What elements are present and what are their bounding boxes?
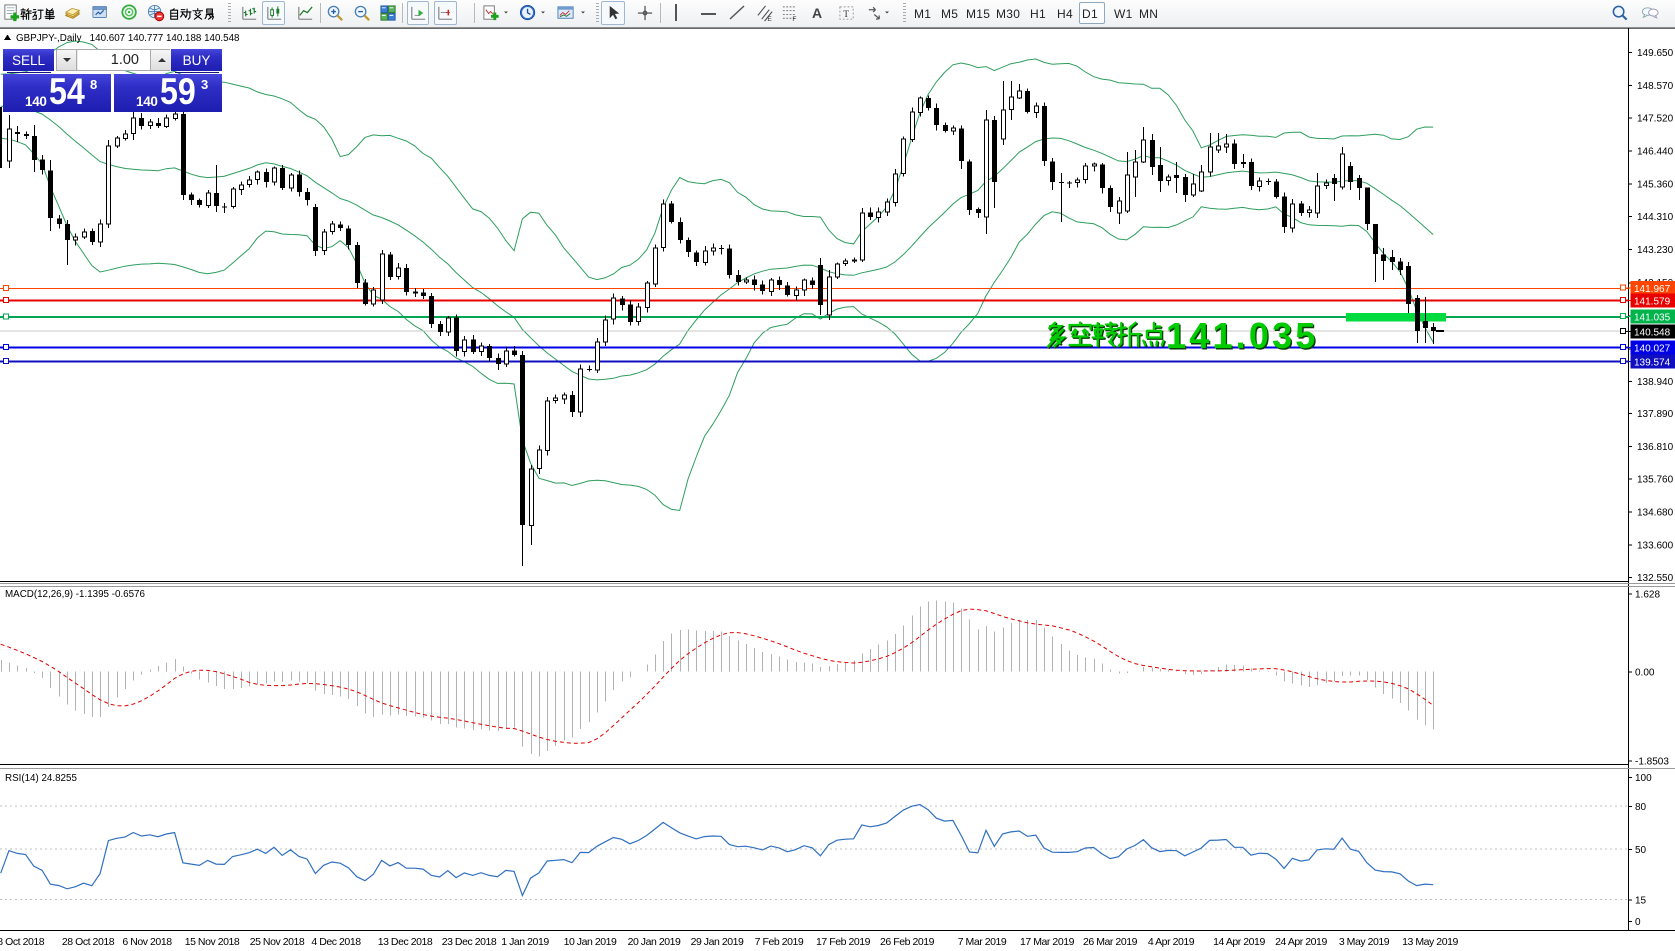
svg-text:132.550: 132.550 [1637, 573, 1674, 584]
svg-text:1.628: 1.628 [1635, 589, 1660, 600]
svg-text:17 Feb 2019: 17 Feb 2019 [816, 936, 871, 948]
svg-text:139.574: 139.574 [1634, 358, 1671, 369]
svg-text:29 Jan 2019: 29 Jan 2019 [691, 936, 744, 948]
svg-text:T: T [843, 10, 849, 20]
svg-text:144.310: 144.310 [1637, 212, 1674, 223]
svg-text:18 Oct 2018: 18 Oct 2018 [0, 936, 45, 948]
svg-text:-1.8503: -1.8503 [1635, 756, 1669, 767]
svg-text:133.600: 133.600 [1637, 541, 1674, 552]
svg-text:24 Apr 2019: 24 Apr 2019 [1275, 936, 1327, 948]
svg-text:RSI(14) 24.8255: RSI(14) 24.8255 [5, 773, 77, 784]
svg-text:137.890: 137.890 [1637, 409, 1674, 420]
svg-text:26 Mar 2019: 26 Mar 2019 [1083, 936, 1138, 948]
svg-text:7 Feb 2019: 7 Feb 2019 [755, 936, 804, 948]
svg-text:149.650: 149.650 [1637, 48, 1674, 59]
svg-text:1 Jan 2019: 1 Jan 2019 [501, 936, 549, 948]
svg-text:147.520: 147.520 [1637, 113, 1674, 124]
svg-text:20 Jan 2019: 20 Jan 2019 [628, 936, 681, 948]
svg-text:13 Dec 2018: 13 Dec 2018 [378, 936, 433, 948]
svg-text:4 Dec 2018: 4 Dec 2018 [311, 936, 361, 948]
svg-text:F: F [792, 16, 796, 23]
svg-text:6 Nov 2018: 6 Nov 2018 [122, 936, 172, 948]
svg-text:3 May 2019: 3 May 2019 [1339, 936, 1390, 948]
svg-text:10 Jan 2019: 10 Jan 2019 [564, 936, 617, 948]
svg-text:148.570: 148.570 [1637, 81, 1674, 92]
svg-text:7 Mar 2019: 7 Mar 2019 [958, 936, 1007, 948]
svg-text:0.00: 0.00 [1635, 668, 1655, 679]
svg-text:146.440: 146.440 [1637, 147, 1674, 158]
svg-text:13 May 2019: 13 May 2019 [1402, 936, 1458, 948]
svg-text:138.940: 138.940 [1637, 377, 1674, 388]
svg-text:135.760: 135.760 [1637, 474, 1674, 485]
svg-text:143.230: 143.230 [1637, 245, 1674, 256]
svg-text:23 Dec 2018: 23 Dec 2018 [442, 936, 497, 948]
svg-text:134.680: 134.680 [1637, 508, 1674, 519]
svg-text:80: 80 [1635, 802, 1647, 813]
svg-text:50: 50 [1635, 845, 1647, 856]
svg-text:14 Apr 2019: 14 Apr 2019 [1213, 936, 1265, 948]
svg-text:140.548: 140.548 [1634, 328, 1671, 339]
svg-text:145.360: 145.360 [1637, 180, 1674, 191]
svg-text:MACD(12,26,9) -1.1395 -0.6576: MACD(12,26,9) -1.1395 -0.6576 [5, 589, 146, 600]
svg-text:28 Oct 2018: 28 Oct 2018 [62, 936, 115, 948]
svg-text:141.967: 141.967 [1634, 284, 1671, 295]
svg-text:15: 15 [1635, 895, 1647, 906]
svg-text:E: E [767, 16, 772, 23]
svg-text:140.027: 140.027 [1634, 344, 1671, 355]
svg-text:141.579: 141.579 [1634, 297, 1671, 308]
svg-text:100: 100 [1635, 773, 1652, 784]
svg-text:26 Feb 2019: 26 Feb 2019 [880, 936, 935, 948]
svg-text:141.035: 141.035 [1634, 313, 1671, 324]
svg-text:GBPJPY-,Daily 140.607 140.77: GBPJPY-,Daily 140.607 140.777 140.188 14… [16, 33, 240, 44]
svg-text:4 Apr 2019: 4 Apr 2019 [1148, 936, 1195, 948]
svg-text:136.810: 136.810 [1637, 442, 1674, 453]
svg-text:17 Mar 2019: 17 Mar 2019 [1020, 936, 1075, 948]
svg-text:141.035: 141.035 [1167, 316, 1320, 357]
svg-text:141.035: 141.035 [1166, 315, 1319, 356]
svg-text:0: 0 [1635, 917, 1641, 928]
svg-text:25 Nov 2018: 25 Nov 2018 [250, 936, 305, 948]
svg-text:15 Nov 2018: 15 Nov 2018 [185, 936, 240, 948]
